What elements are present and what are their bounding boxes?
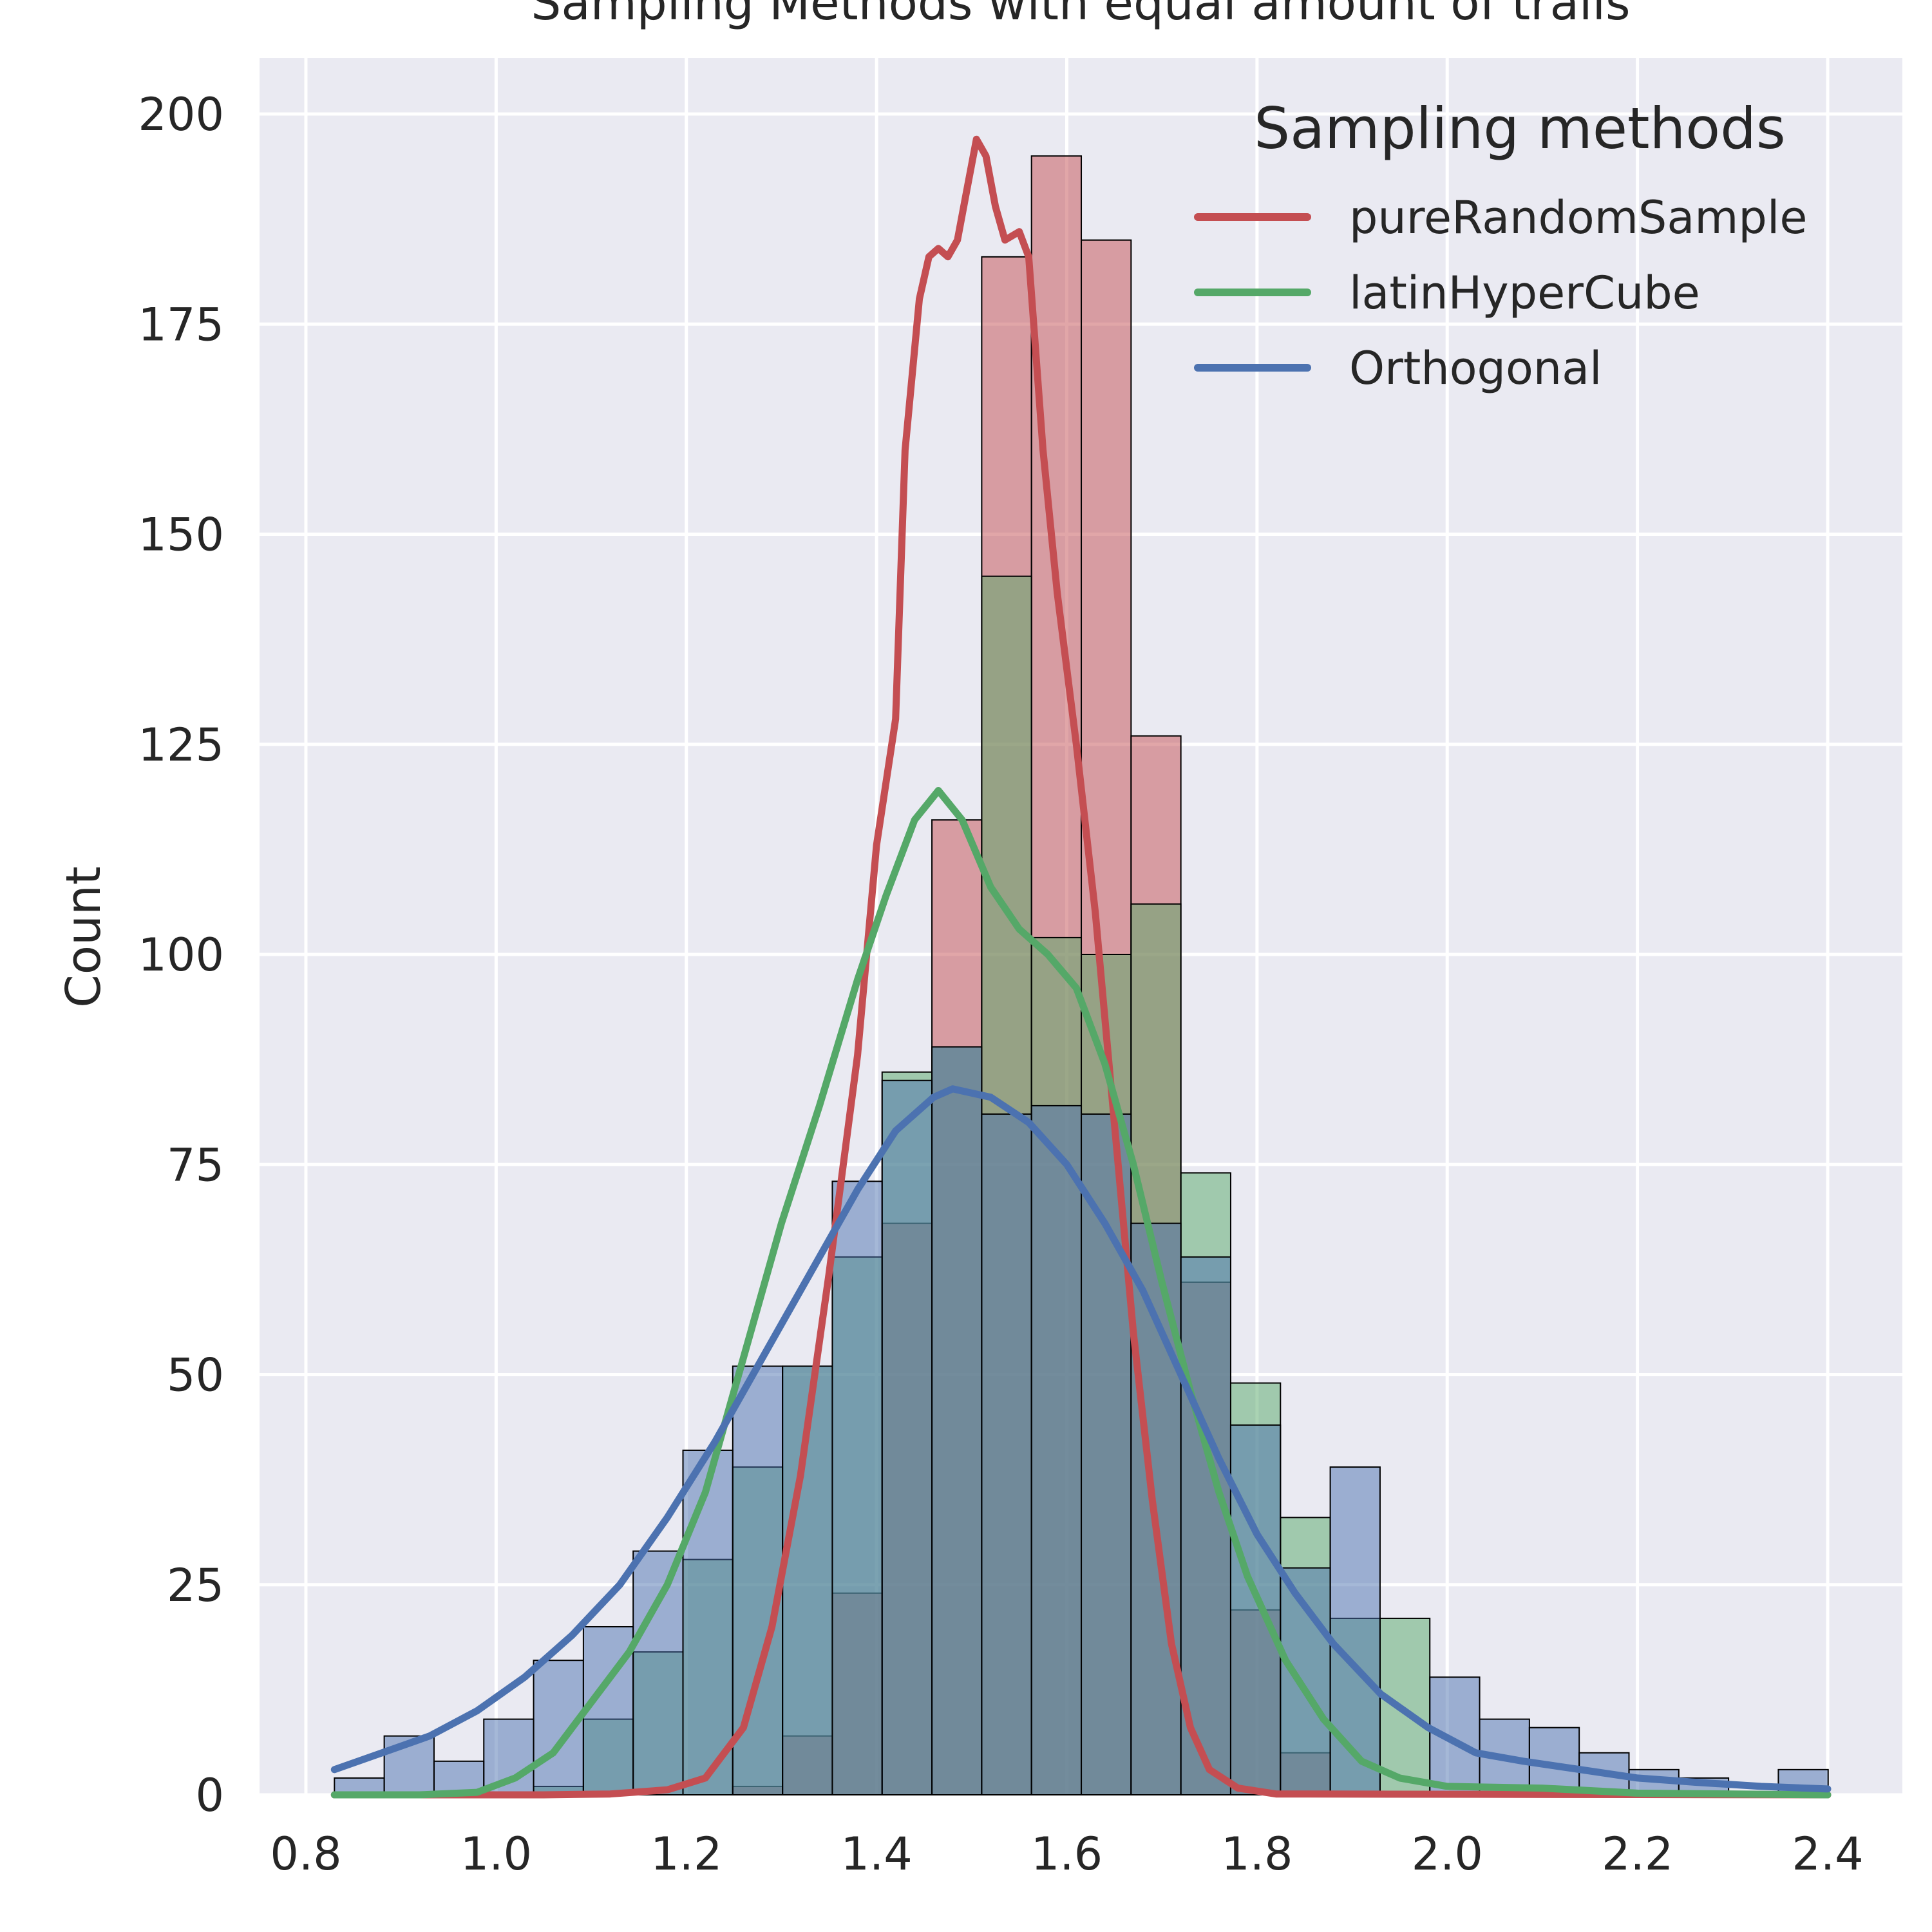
y-tick-label: 175 (138, 298, 224, 351)
legend-label-latinhypercube: latinHyperCube (1349, 267, 1700, 319)
y-tick-label: 25 (167, 1559, 224, 1612)
x-tick-label: 2.2 (1602, 1828, 1673, 1880)
bar-orthogonal (981, 1113, 1032, 1795)
y-axis-label: Count (56, 866, 111, 1008)
bar-orthogonal (1030, 1104, 1083, 1795)
bar-orthogonal (881, 1079, 933, 1795)
bar-orthogonal (1180, 1256, 1231, 1796)
y-tick-labels: 0 25 50 75 100 125 150 175 200 (138, 88, 224, 1822)
kde-line-purerandomsample (330, 135, 1832, 1799)
x-tick-label: 0.8 (270, 1828, 341, 1880)
bar-orthogonal (682, 1449, 734, 1795)
kde-line-orthogonal (330, 1085, 1832, 1793)
bar-orthogonal (1329, 1466, 1381, 1796)
x-tick-label: 1.2 (650, 1828, 722, 1880)
bar-orthogonal (632, 1550, 684, 1796)
legend-label-purerandomsample: pureRandomSample (1349, 191, 1807, 244)
x-tick-label: 1.8 (1221, 1828, 1293, 1880)
x-tick-label: 1.6 (1031, 1828, 1103, 1880)
x-tick-label: 1.0 (460, 1828, 532, 1880)
chart-title: Sampling Methods with equal amount of tr… (531, 0, 1630, 31)
x-tick-label: 2.4 (1792, 1828, 1863, 1880)
bar-orthogonal (931, 1046, 983, 1795)
y-tick-label: 100 (138, 929, 224, 981)
legend-title: Sampling methods (1254, 95, 1786, 162)
y-tick-label: 75 (167, 1139, 224, 1191)
legend-label-orthogonal: Orthogonal (1349, 342, 1602, 395)
y-tick-label: 50 (167, 1349, 224, 1402)
bar-orthogonal (1229, 1424, 1282, 1796)
kde-line-latinhypercube (330, 787, 1832, 1799)
y-tick-label: 125 (138, 719, 224, 772)
kde-curves (330, 135, 1832, 1799)
y-tick-label: 200 (138, 88, 224, 141)
bar-orthogonal (831, 1180, 883, 1795)
y-tick-label: 0 (195, 1769, 224, 1822)
x-tick-label: 1.4 (840, 1828, 912, 1880)
histogram-bars (334, 155, 1829, 1796)
x-tick-label: 2.0 (1412, 1828, 1483, 1880)
y-tick-label: 150 (138, 509, 224, 562)
bar-latinhypercube (1379, 1617, 1431, 1795)
legend: Sampling methods pureRandomSample latinHy… (1194, 95, 1807, 395)
x-tick-labels: 0.8 1.0 1.2 1.4 1.6 1.8 2.0 2.2 2.4 (270, 1828, 1863, 1880)
